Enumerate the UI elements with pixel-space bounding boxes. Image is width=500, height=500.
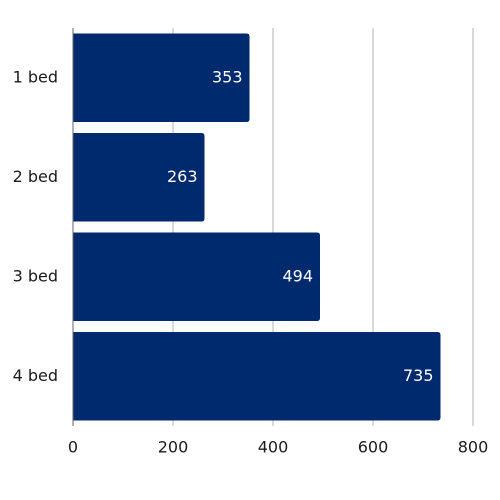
bar: [73, 133, 205, 222]
x-tick-labels: 0 200 400 600 800: [68, 438, 488, 457]
bar: [73, 332, 441, 421]
category-label: 4 bed: [13, 366, 58, 385]
data-label: 735: [403, 366, 434, 385]
category-labels: 1 bed 2 bed 3 bed 4 bed: [13, 67, 58, 385]
x-tick-label: 0: [68, 438, 78, 457]
data-label: 263: [167, 167, 198, 186]
data-labels: 353 263 494 735: [167, 67, 434, 385]
x-tick-label: 800: [458, 438, 489, 457]
x-tick-label: 600: [358, 438, 389, 457]
x-tick-label: 400: [258, 438, 289, 457]
category-label: 3 bed: [13, 266, 58, 285]
category-label: 1 bed: [13, 67, 58, 86]
data-label: 353: [212, 67, 243, 86]
bars: [73, 33, 441, 421]
bar: [73, 33, 250, 122]
category-label: 2 bed: [13, 167, 58, 186]
x-tick-label: 200: [158, 438, 189, 457]
data-label: 494: [282, 266, 313, 285]
bar: [73, 232, 320, 321]
